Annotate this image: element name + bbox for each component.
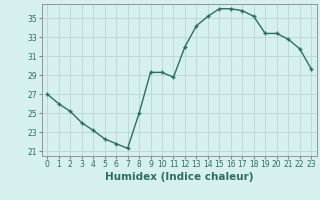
X-axis label: Humidex (Indice chaleur): Humidex (Indice chaleur) <box>105 172 253 182</box>
